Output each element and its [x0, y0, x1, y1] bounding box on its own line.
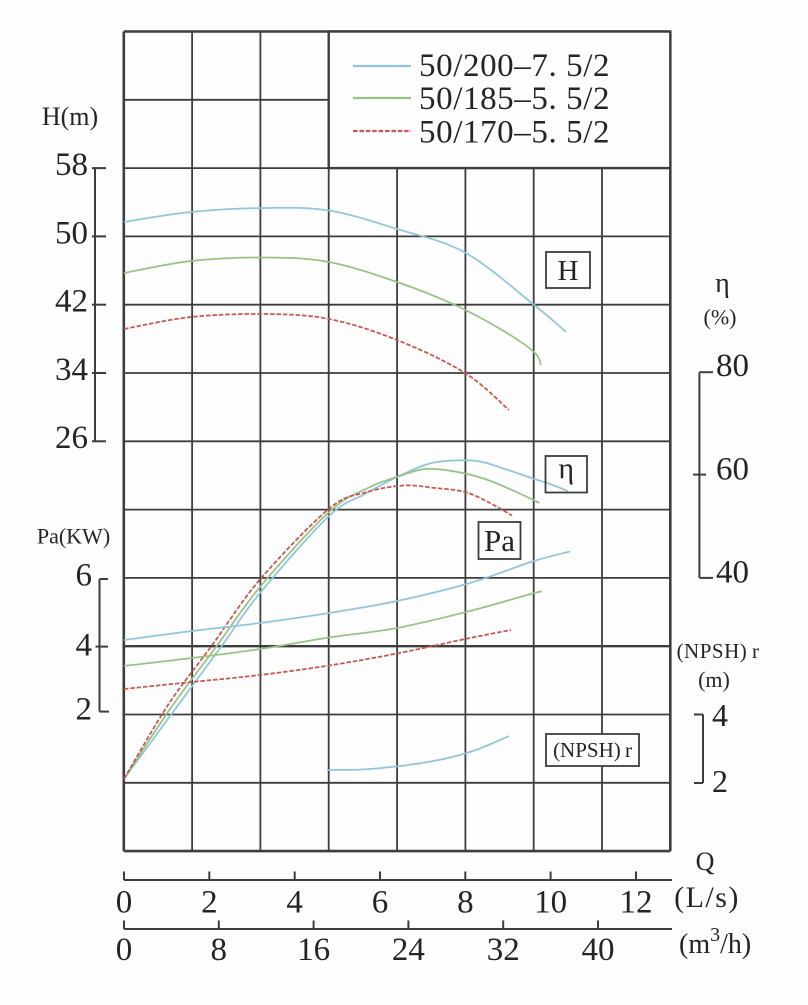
svg-text:6: 6 — [372, 885, 389, 921]
svg-text:Q: Q — [696, 847, 715, 876]
svg-text:2: 2 — [76, 692, 93, 728]
svg-text:(NPSH) r: (NPSH) r — [677, 639, 760, 663]
svg-text:(L/s): (L/s) — [674, 881, 740, 914]
svg-text:η: η — [558, 452, 574, 485]
svg-text:32: 32 — [487, 932, 520, 968]
svg-text:40: 40 — [582, 932, 615, 968]
svg-text:26: 26 — [55, 420, 88, 456]
svg-text:Pa(KW): Pa(KW) — [37, 524, 110, 549]
svg-text:4: 4 — [76, 628, 93, 664]
svg-text:34: 34 — [55, 352, 88, 388]
svg-text:80: 80 — [716, 348, 749, 384]
svg-text:50/170–5. 5/2: 50/170–5. 5/2 — [419, 115, 610, 151]
svg-text:50: 50 — [55, 216, 88, 252]
svg-text:16: 16 — [297, 932, 330, 968]
svg-text:0: 0 — [116, 932, 133, 968]
svg-text:42: 42 — [55, 284, 88, 320]
svg-text:H: H — [558, 255, 579, 287]
svg-text:4: 4 — [286, 885, 303, 921]
svg-text:6: 6 — [76, 558, 93, 594]
svg-text:4: 4 — [712, 697, 728, 733]
svg-text:(m): (m) — [698, 667, 730, 692]
svg-text:58: 58 — [55, 147, 88, 183]
svg-text:40: 40 — [716, 555, 749, 591]
svg-text:η: η — [715, 268, 730, 299]
svg-text:2: 2 — [712, 763, 728, 799]
svg-text:(%): (%) — [704, 305, 737, 330]
svg-text:10: 10 — [534, 885, 567, 921]
svg-text:Pa: Pa — [484, 523, 515, 558]
svg-text:60: 60 — [716, 452, 749, 488]
svg-text:0: 0 — [116, 885, 133, 921]
svg-text:H(m): H(m) — [42, 102, 98, 131]
svg-text:12: 12 — [619, 885, 652, 921]
svg-text:50/200–7. 5/2: 50/200–7. 5/2 — [419, 48, 610, 84]
svg-text:2: 2 — [201, 885, 218, 921]
svg-text:24: 24 — [392, 932, 425, 968]
svg-text:50/185–5. 5/2: 50/185–5. 5/2 — [419, 81, 610, 117]
svg-text:8: 8 — [211, 932, 228, 968]
svg-text:(NPSH) r: (NPSH) r — [553, 738, 632, 762]
svg-text:8: 8 — [457, 885, 474, 921]
